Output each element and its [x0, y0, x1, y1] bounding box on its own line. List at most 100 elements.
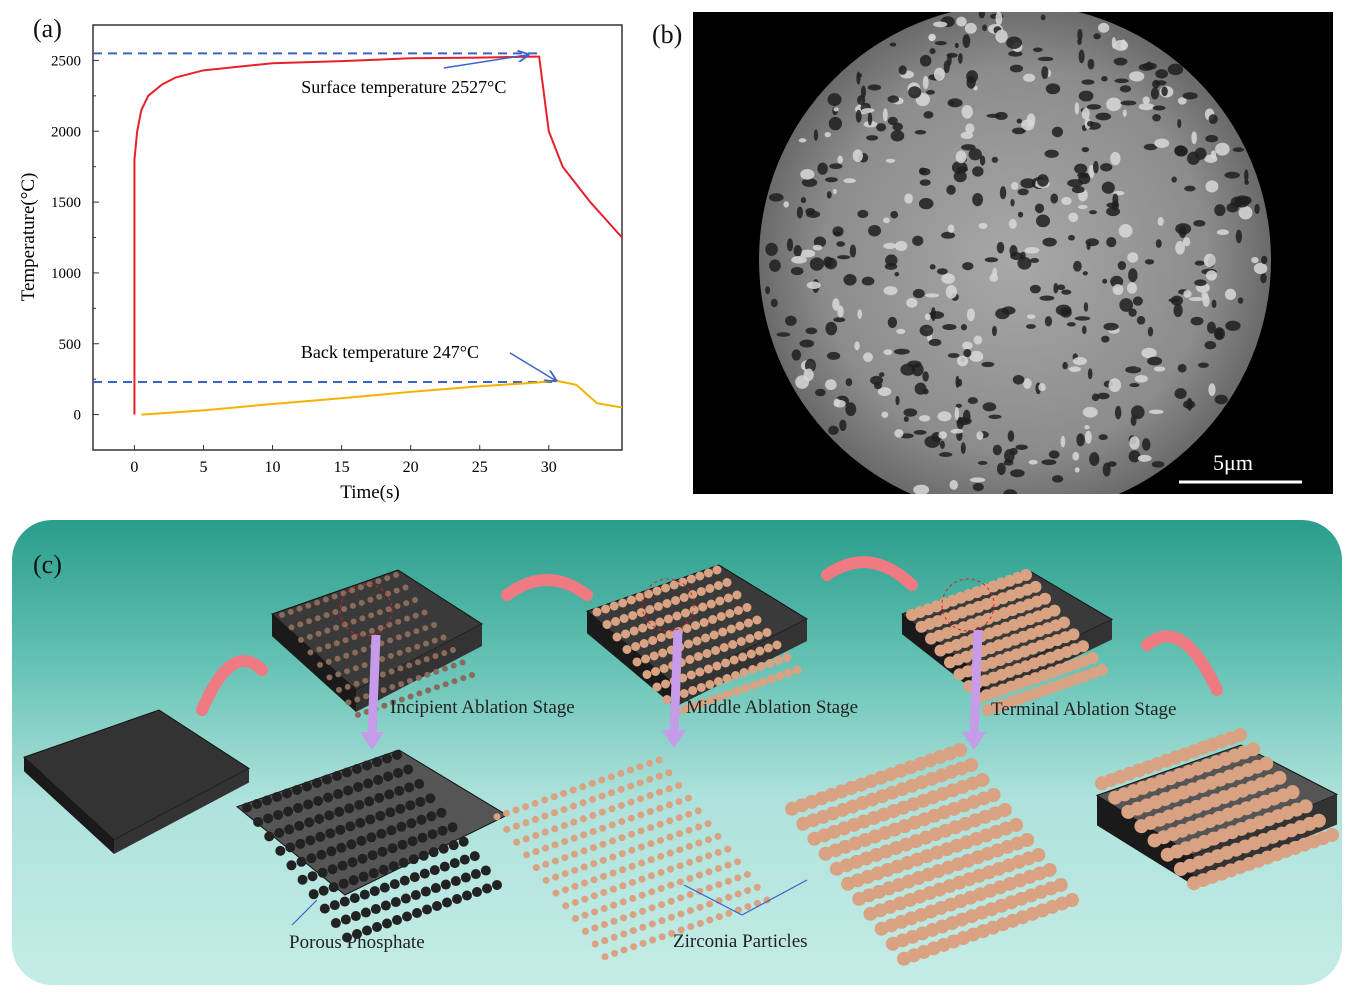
- particle: [375, 810, 386, 821]
- particle: [363, 778, 374, 789]
- particle: [460, 675, 467, 682]
- sem-pore: [1244, 169, 1249, 183]
- particle: [689, 701, 699, 711]
- particle: [1039, 592, 1051, 605]
- annotation-arrow: [509, 352, 556, 381]
- particle: [430, 883, 441, 894]
- particle: [719, 643, 729, 652]
- particle: [645, 605, 655, 614]
- sem-pore: [1152, 105, 1166, 111]
- sem-pore: [995, 11, 1003, 26]
- sem-pore: [883, 349, 893, 356]
- sem-pore: [929, 48, 936, 55]
- particle: [419, 868, 430, 879]
- magnify-circle: [941, 578, 995, 632]
- sem-pore: [1146, 61, 1152, 69]
- particle: [656, 836, 664, 844]
- sem-pore: [918, 415, 931, 422]
- particle: [415, 674, 422, 681]
- sem-pore: [1040, 14, 1046, 21]
- particle: [591, 924, 599, 932]
- particle: [601, 953, 609, 961]
- sem-pore: [845, 402, 857, 417]
- sem-pore: [876, 123, 887, 132]
- down-arrow-head: [662, 730, 686, 748]
- particle: [295, 838, 306, 849]
- particle: [600, 905, 608, 913]
- sem-pore: [1205, 180, 1219, 193]
- particle: [736, 637, 746, 646]
- sem-pore: [828, 425, 839, 435]
- particle: [975, 773, 990, 787]
- sem-pore: [991, 325, 997, 337]
- sem-pore: [803, 368, 814, 382]
- particle: [472, 887, 482, 897]
- particle: [551, 841, 559, 849]
- particle: [349, 602, 356, 609]
- sem-pore: [1028, 459, 1038, 465]
- particle: [452, 894, 462, 904]
- sem-pore: [1023, 73, 1036, 82]
- particle: [380, 900, 391, 911]
- particle: [409, 872, 420, 883]
- sem-pore: [995, 308, 1010, 320]
- sem-pore: [833, 399, 846, 408]
- particle: [394, 785, 405, 796]
- sem-pore: [1044, 149, 1059, 158]
- sem-pore: [943, 60, 950, 74]
- particle: [752, 615, 762, 625]
- sem-pore: [801, 178, 818, 187]
- particle: [492, 880, 502, 890]
- sem-pore: [1073, 260, 1082, 272]
- particle: [367, 596, 374, 603]
- sem-pore: [1232, 147, 1245, 152]
- sem-pore: [861, 276, 875, 286]
- sem-pore: [1174, 145, 1188, 157]
- particle: [579, 799, 587, 807]
- sem-pore: [1009, 245, 1018, 257]
- particle: [637, 827, 645, 835]
- particle: [355, 817, 366, 828]
- particle: [336, 842, 347, 853]
- particle: [618, 818, 626, 826]
- sem-pore: [1007, 430, 1015, 442]
- sem-pore: [857, 209, 869, 219]
- down-arrow-head: [962, 732, 986, 750]
- particle: [382, 753, 392, 764]
- particle: [646, 808, 654, 816]
- particle: [334, 655, 341, 662]
- sem-pore: [1148, 409, 1164, 415]
- sem-pore: [1110, 151, 1121, 166]
- sem-pore: [1021, 119, 1035, 131]
- particle: [298, 636, 304, 643]
- particle: [398, 680, 405, 687]
- sem-pore: [969, 477, 986, 483]
- sem-pore: [892, 122, 903, 131]
- particle: [416, 690, 423, 697]
- particle: [387, 637, 394, 644]
- sem-pore: [1216, 229, 1229, 236]
- particle: [731, 671, 741, 680]
- particle: [361, 662, 368, 669]
- sem-pore: [941, 231, 956, 239]
- particle: [675, 814, 683, 822]
- particle: [324, 810, 335, 821]
- sem-pore: [832, 188, 837, 195]
- particle: [755, 646, 765, 656]
- sem-pore: [877, 387, 892, 397]
- particle: [286, 860, 297, 871]
- particle: [744, 903, 752, 911]
- particle: [432, 901, 442, 911]
- particle: [663, 614, 673, 624]
- particle: [388, 861, 399, 872]
- particle: [384, 590, 391, 597]
- sem-pore: [911, 363, 924, 377]
- particle: [404, 782, 415, 793]
- label-pointer-line: [683, 884, 743, 916]
- sem-pore: [1182, 92, 1198, 100]
- particle: [703, 664, 713, 674]
- particle: [333, 624, 340, 631]
- sem-pore: [919, 179, 931, 186]
- x-tick-label: 10: [265, 459, 281, 476]
- magnify-circle: [339, 583, 393, 637]
